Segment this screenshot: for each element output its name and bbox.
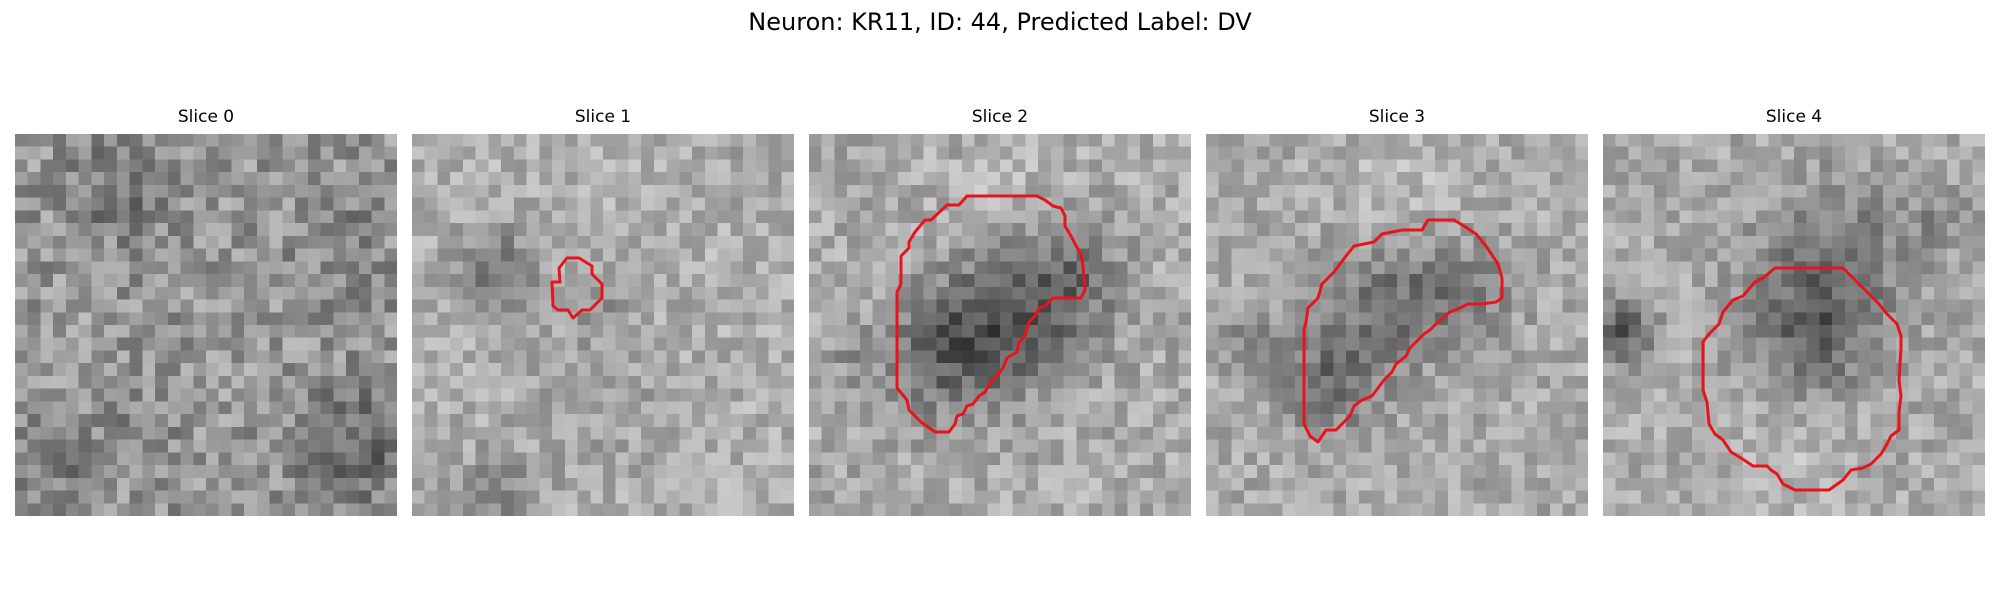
grayscale-image — [412, 134, 794, 516]
slice-title: Slice 4 — [1765, 107, 1823, 127]
slice-title: Slice 3 — [1368, 107, 1426, 127]
slice-panel-0: Slice 0 — [15, 106, 397, 516]
slice-image — [1206, 134, 1588, 516]
slice-panel-1: Slice 1 — [412, 106, 794, 516]
grayscale-image — [1206, 134, 1588, 516]
grayscale-image — [1603, 134, 1985, 516]
neuron-contour — [1302, 218, 1504, 444]
contour-overlay — [550, 256, 604, 320]
slice-image — [412, 134, 794, 516]
grayscale-image — [809, 134, 1191, 516]
slice-image — [15, 134, 397, 516]
contour-overlay — [895, 194, 1087, 434]
slice-panel-3: Slice 3 — [1206, 106, 1588, 516]
neuron-contour — [895, 194, 1087, 434]
slice-panel-4: Slice 4 — [1603, 106, 1985, 516]
contour-overlay — [1701, 266, 1903, 492]
slice-title: Slice 0 — [177, 107, 235, 127]
contour-overlay — [1302, 218, 1504, 444]
slice-image — [809, 134, 1191, 516]
figure-title: Neuron: KR11, ID: 44, Predicted Label: D… — [748, 8, 1252, 36]
neuron-contour — [1701, 266, 1903, 492]
slice-title: Slice 1 — [574, 107, 632, 127]
neuron-contour — [550, 256, 604, 320]
grayscale-image — [15, 134, 397, 516]
slice-image — [1603, 134, 1985, 516]
slice-title: Slice 2 — [971, 107, 1029, 127]
slice-panel-2: Slice 2 — [809, 106, 1191, 516]
